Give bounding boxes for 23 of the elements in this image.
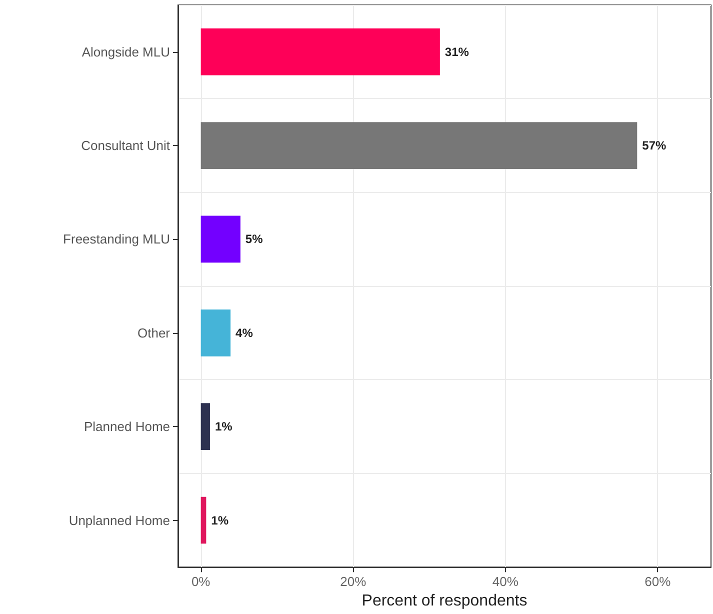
x-tick-label: 60% (644, 574, 672, 590)
data-label: 1% (214, 420, 233, 434)
data-label: 5% (245, 232, 264, 246)
data-label: 57% (642, 138, 666, 153)
bar (200, 122, 638, 169)
y-tick-label: Planned Home (84, 419, 170, 434)
x-tick-label: 0% (191, 574, 211, 590)
y-tick-label: Unplanned Home (68, 512, 170, 528)
bar (200, 28, 440, 76)
data-label: 31% (444, 44, 470, 59)
y-tick-label: Consultant Unit (81, 138, 170, 154)
bar (200, 403, 210, 450)
y-tick-label: Alongside MLU (82, 44, 170, 60)
data-label: 4% (236, 326, 254, 340)
bar (200, 216, 240, 263)
bar (200, 496, 206, 544)
y-tick-label: Other (137, 325, 171, 340)
x-tick-label: 20% (340, 574, 367, 590)
x-tick-label: 40% (492, 574, 519, 590)
y-tick-label: Freestanding MLU (63, 232, 170, 247)
data-label: 1% (211, 513, 229, 528)
x-axis-title: Percent of respondents (362, 592, 528, 610)
bar (200, 309, 231, 356)
